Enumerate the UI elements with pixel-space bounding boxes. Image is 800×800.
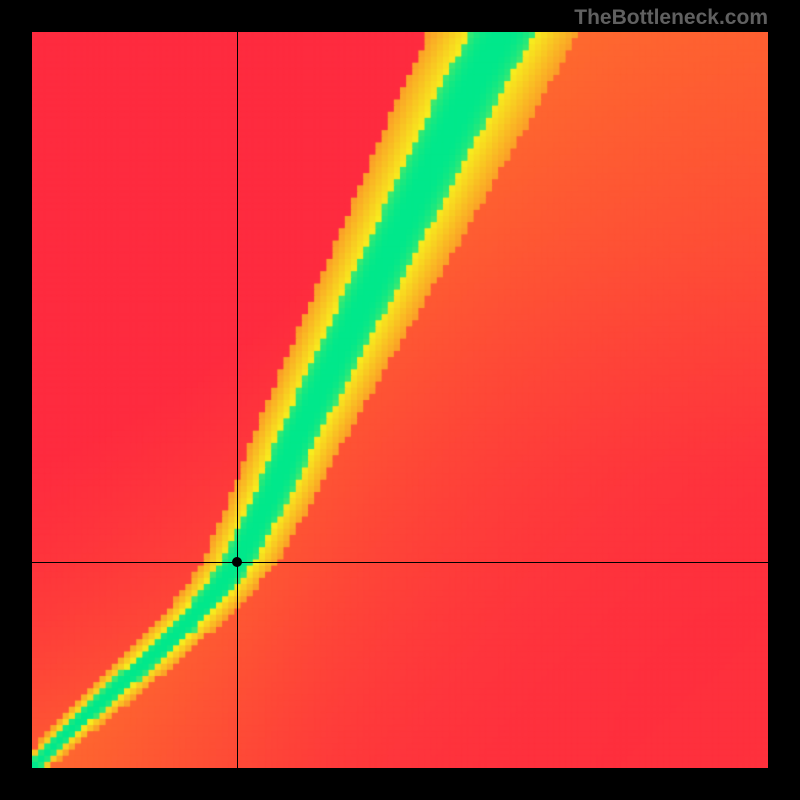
- heatmap-canvas: [32, 32, 768, 768]
- plot-area: [32, 32, 768, 768]
- crosshair-horizontal: [32, 562, 768, 563]
- crosshair-vertical: [237, 32, 238, 768]
- selection-marker: [232, 557, 242, 567]
- watermark-text: TheBottleneck.com: [574, 6, 768, 30]
